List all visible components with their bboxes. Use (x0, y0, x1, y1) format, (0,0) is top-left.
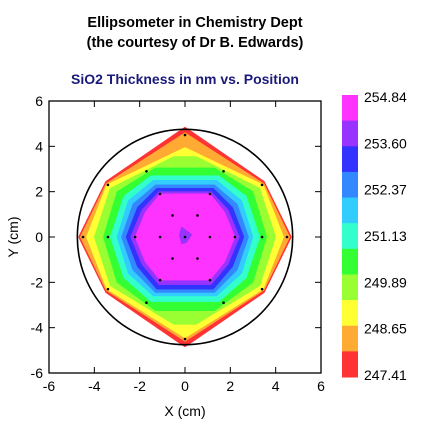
y-tick-label: 2 (35, 184, 43, 200)
measurement-point (260, 287, 264, 291)
x-tick-label: 2 (226, 378, 234, 394)
x-tick-label: 6 (317, 378, 325, 394)
colorbar-tick-label: 247.41 (364, 367, 407, 383)
y-tick-label: 4 (35, 138, 43, 154)
colorbar-tick-label: 251.13 (364, 228, 407, 244)
measurement-point (133, 235, 137, 239)
measurement-point (208, 278, 212, 282)
y-tick-label: -4 (31, 320, 44, 336)
measurement-point (158, 278, 162, 282)
colorbar-tick-label: 254.84 (364, 89, 407, 105)
y-tick-label: -6 (31, 365, 44, 381)
colorbar: 254.84 253.60 252.37 251.13 249.89 248.65 247.… (342, 89, 407, 383)
measurement-point (145, 301, 148, 305)
measurement-point (171, 214, 174, 217)
measurement-point (260, 183, 264, 187)
colorbar-swatch (342, 146, 358, 173)
measurement-point (145, 169, 148, 173)
measurement-point (183, 133, 187, 137)
measurement-point (208, 235, 212, 239)
measurement-point (171, 257, 174, 260)
colorbar-tick-label: 253.60 (364, 135, 407, 151)
measurement-point (285, 235, 289, 239)
colorbar-swatch (342, 248, 358, 275)
colorbar-swatch (342, 300, 358, 327)
y-tick-label: 6 (35, 93, 43, 109)
y-axis-label: Y (cm) (5, 217, 21, 258)
measurement-point (196, 257, 199, 260)
x-tick-label: -6 (43, 378, 56, 394)
contour-band-11 (178, 226, 193, 245)
colorbar-swatch (342, 351, 358, 378)
measurement-point (158, 235, 162, 239)
x-tick-label: 4 (272, 378, 280, 394)
colorbar-swatch (342, 274, 358, 301)
measurement-point (208, 192, 212, 196)
measurement-point (260, 235, 264, 239)
colorbar-swatch (342, 223, 358, 250)
colorbar-tick-label: 252.37 (364, 182, 407, 198)
colorbar-tick-label: 248.65 (364, 321, 407, 337)
x-axis-label: X (cm) (164, 403, 205, 419)
x-tick-label: -4 (88, 378, 101, 394)
measurement-point (196, 214, 199, 217)
measurement-point (106, 183, 110, 187)
measurement-point (106, 287, 110, 291)
measurement-point (222, 169, 225, 173)
y-tick-label: 0 (35, 229, 43, 245)
colorbar-swatch (342, 95, 358, 122)
plot-area: -6 -4 -2 0 2 4 6 6 4 2 0 -2 -4 -6 (31, 93, 326, 394)
chart-subtitle: SiO2 Thickness in nm vs. Position (71, 71, 299, 87)
measurement-point (106, 235, 110, 239)
wafer-outline (76, 128, 294, 346)
measurement-point (183, 337, 187, 341)
y-tick-label: -2 (31, 274, 44, 290)
measurement-point (81, 235, 85, 239)
chart-title-line2: (the courtesy of Dr B. Edwards) (87, 35, 304, 51)
measurement-point (222, 301, 225, 305)
colorbar-swatch (342, 325, 358, 352)
measurement-point (158, 192, 162, 196)
x-tick-label: 0 (181, 378, 189, 394)
x-tick-label: -2 (133, 378, 146, 394)
colorbar-tick-label: 249.89 (364, 274, 407, 290)
chart-title-line1: Ellipsometer in Chemistry Dept (87, 15, 302, 31)
colorbar-swatch (342, 120, 358, 147)
colorbar-swatch (342, 171, 358, 199)
measurement-point (183, 235, 187, 239)
colorbar-swatch (342, 197, 358, 224)
measurement-point (233, 235, 237, 239)
